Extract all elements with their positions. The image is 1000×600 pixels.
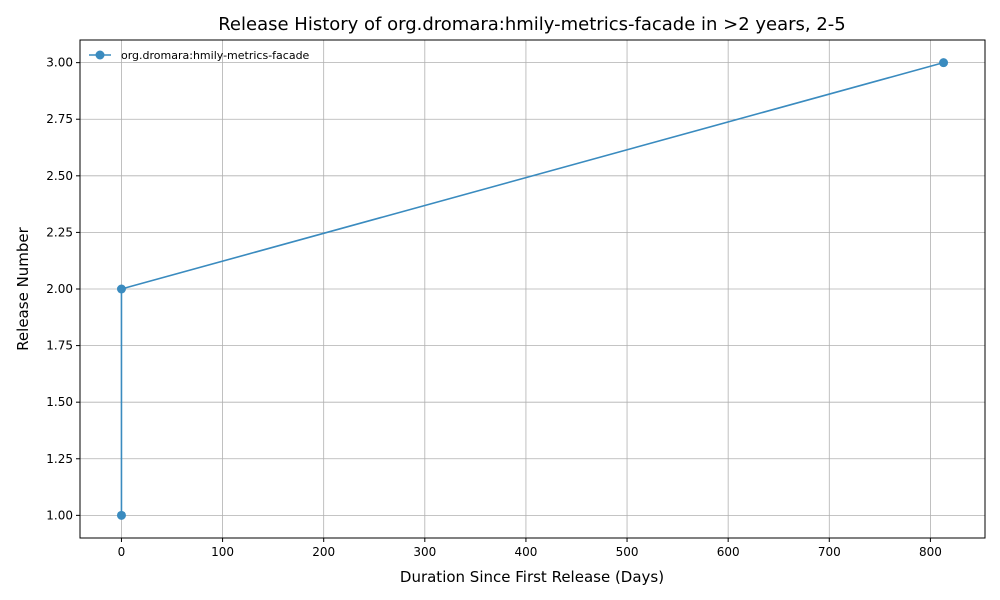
x-axis-title: Duration Since First Release (Days): [400, 568, 664, 586]
y-tick-label: 1.50: [46, 395, 73, 409]
y-tick-label: 2.00: [46, 282, 73, 296]
data-point: [116, 284, 126, 294]
legend-label: org.dromara:hmily-metrics-facade: [121, 49, 310, 62]
y-axis: 1.00 1.25 1.50 1.75 2.00 2.25 2.50 2.75 3.00: [46, 56, 80, 522]
legend: org.dromara:hmily-metrics-facade: [89, 49, 310, 62]
data-point: [939, 58, 949, 68]
x-tick-label: 300: [413, 545, 436, 559]
y-tick-label: 2.75: [46, 112, 73, 126]
y-tick-label: 1.75: [46, 339, 73, 353]
x-tick-label: 800: [919, 545, 942, 559]
chart-title: Release History of org.dromara:hmily-met…: [218, 14, 846, 35]
y-axis-title: Release Number: [14, 226, 32, 350]
x-tick-label: 400: [514, 545, 537, 559]
series-layer: [116, 58, 949, 520]
data-point: [116, 510, 126, 520]
y-tick-label: 2.50: [46, 169, 73, 183]
y-tick-label: 3.00: [46, 56, 73, 70]
x-tick-label: 200: [312, 545, 335, 559]
x-tick-label: 600: [717, 545, 740, 559]
x-tick-label: 500: [616, 545, 639, 559]
y-tick-label: 2.25: [46, 225, 73, 239]
y-tick-label: 1.00: [46, 508, 73, 522]
grid-lines: [80, 40, 985, 538]
x-tick-label: 0: [118, 545, 126, 559]
x-axis: 0 100 200 300 400 500 600 700 800: [118, 538, 942, 559]
x-tick-label: 100: [211, 545, 234, 559]
y-tick-label: 1.25: [46, 452, 73, 466]
x-tick-label: 700: [818, 545, 841, 559]
legend-marker-swatch: [95, 50, 105, 60]
